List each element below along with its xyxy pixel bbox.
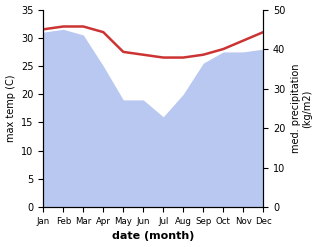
Y-axis label: max temp (C): max temp (C) bbox=[5, 75, 16, 142]
X-axis label: date (month): date (month) bbox=[112, 231, 194, 242]
Y-axis label: med. precipitation
(kg/m2): med. precipitation (kg/m2) bbox=[291, 64, 313, 153]
